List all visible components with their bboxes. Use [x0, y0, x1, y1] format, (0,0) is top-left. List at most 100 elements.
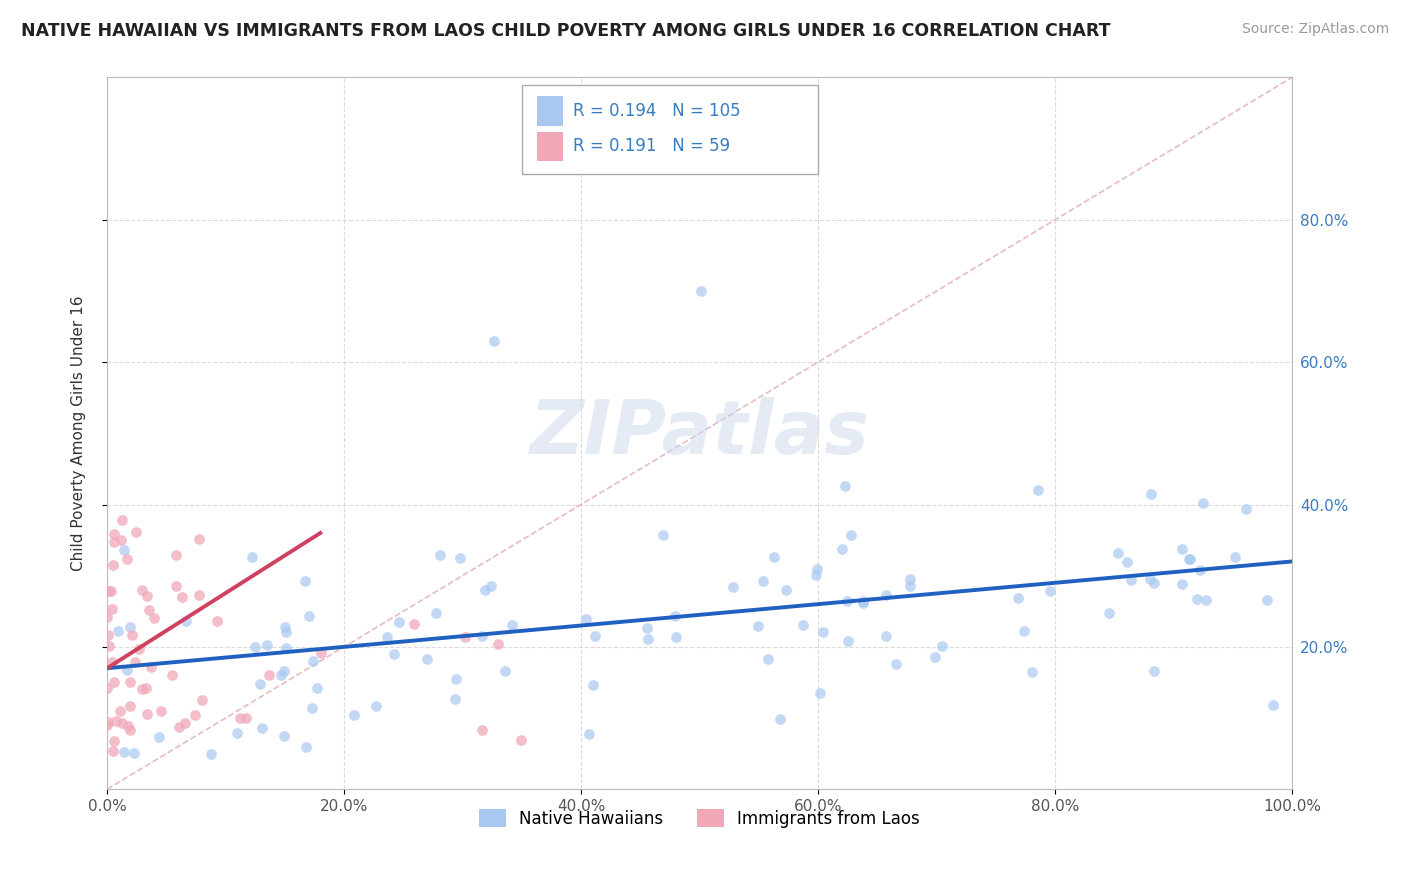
Point [200, 747, 222, 761]
Point [103, 675, 125, 690]
Point [898, 572, 921, 586]
Point [259, 668, 281, 682]
FancyBboxPatch shape [522, 85, 818, 174]
Point [443, 692, 465, 706]
Point [1178, 551, 1201, 566]
Point [1187, 592, 1209, 607]
Point [125, 524, 148, 539]
Point [637, 632, 659, 646]
Point [273, 664, 295, 678]
Point [501, 618, 523, 632]
Point [831, 541, 853, 556]
Point [689, 284, 711, 298]
Point [1028, 483, 1050, 497]
Point [1263, 698, 1285, 712]
Point [852, 596, 875, 610]
Point [366, 698, 388, 713]
Point [118, 620, 141, 634]
Point [135, 706, 157, 721]
Point [1116, 555, 1139, 569]
Point [388, 615, 411, 629]
Point [454, 630, 477, 644]
Point [665, 630, 688, 644]
Point [117, 718, 139, 732]
Point [402, 616, 425, 631]
Point [298, 608, 321, 623]
Point [637, 621, 659, 635]
Point [118, 698, 141, 713]
Point [884, 657, 907, 671]
Point [834, 479, 856, 493]
Point [1139, 487, 1161, 501]
Point [96, 718, 118, 732]
Point [131, 681, 153, 696]
Point [122, 746, 145, 760]
Point [250, 721, 273, 735]
Point [652, 528, 675, 542]
Bar [537, 96, 564, 126]
Point [1170, 542, 1192, 557]
Point [1039, 583, 1062, 598]
Point [811, 625, 834, 640]
Text: R = 0.191   N = 59: R = 0.191 N = 59 [572, 137, 730, 155]
Point [1188, 563, 1211, 577]
Bar [537, 131, 564, 161]
Point [167, 720, 190, 734]
Text: R = 0.194   N = 105: R = 0.194 N = 105 [572, 102, 741, 120]
Point [581, 678, 603, 692]
Point [806, 562, 828, 576]
Point [575, 612, 598, 626]
Point [120, 723, 142, 738]
Point [425, 607, 447, 621]
Point [243, 640, 266, 655]
Point [101, 655, 124, 669]
Point [1143, 664, 1166, 678]
Point [721, 580, 744, 594]
Point [416, 652, 439, 666]
Point [274, 620, 297, 634]
Point [100, 583, 122, 598]
Point [249, 677, 271, 691]
Point [139, 659, 162, 673]
Point [149, 704, 172, 718]
Point [115, 663, 138, 677]
Point [837, 633, 859, 648]
Point [1139, 572, 1161, 586]
Point [808, 686, 831, 700]
Point [96, 681, 118, 695]
Point [1021, 665, 1043, 679]
Point [1178, 552, 1201, 566]
Point [96, 610, 118, 624]
Point [898, 579, 921, 593]
Point [107, 624, 129, 639]
Point [104, 714, 127, 728]
Point [301, 700, 323, 714]
Text: ZIPatlas: ZIPatlas [530, 397, 869, 470]
Point [583, 629, 606, 643]
Point [302, 654, 325, 668]
Point [235, 711, 257, 725]
Point [1098, 606, 1121, 620]
Point [875, 588, 897, 602]
Point [1195, 593, 1218, 607]
Point [578, 727, 600, 741]
Point [135, 681, 157, 695]
Legend: Native Hawaiians, Immigrants from Laos: Native Hawaiians, Immigrants from Laos [472, 803, 927, 834]
Point [1192, 496, 1215, 510]
Point [103, 734, 125, 748]
Point [479, 579, 502, 593]
Point [486, 637, 509, 651]
Point [240, 550, 263, 565]
Point [188, 532, 211, 546]
Point [188, 588, 211, 602]
Point [128, 641, 150, 656]
Text: Source: ZipAtlas.com: Source: ZipAtlas.com [1241, 22, 1389, 37]
Point [1170, 577, 1192, 591]
Point [664, 609, 686, 624]
Point [101, 558, 124, 573]
Point [1012, 624, 1035, 638]
Point [449, 550, 471, 565]
Point [1007, 591, 1029, 605]
Point [256, 638, 278, 652]
Point [114, 746, 136, 760]
